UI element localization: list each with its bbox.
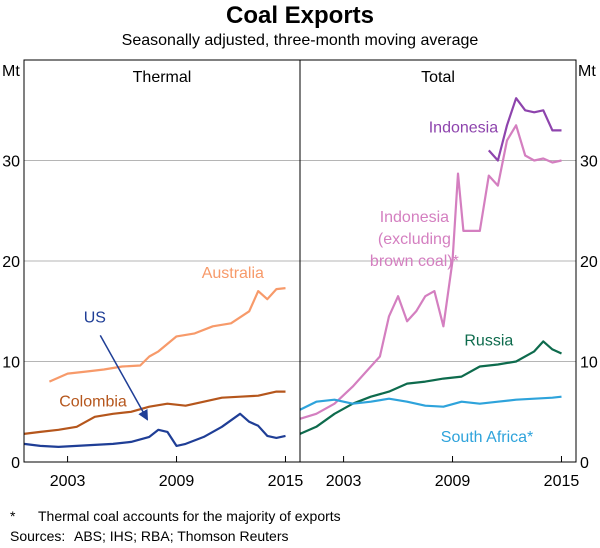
panel-title-total: Total: [421, 69, 455, 86]
chart-subtitle: Seasonally adjusted, three-month moving …: [121, 32, 479, 49]
series-line-colombia: [23, 390, 286, 435]
y-tick-label-right: 0: [580, 455, 589, 472]
footnote-marker: *: [10, 508, 16, 524]
x-tick-label: 2009: [435, 473, 471, 490]
y-tick-label-left: 20: [2, 254, 20, 271]
series-line-us: [23, 412, 286, 448]
series-label-colombia: Colombia: [59, 394, 127, 411]
y-tick-label-right: 30: [580, 154, 598, 171]
y-unit-left: Mt: [2, 63, 20, 80]
x-tick-label: 2003: [50, 473, 86, 490]
y-tick-label-left: 0: [11, 455, 20, 472]
x-tick-label: 2015: [268, 473, 304, 490]
series-label-australia: Australia: [202, 265, 264, 282]
series-line-indonesia_excl: [299, 124, 562, 420]
series-label-us: US: [84, 309, 106, 326]
series-label-indonesia: Indonesia: [429, 119, 498, 136]
series-line-australia: [48, 287, 286, 383]
x-tick-label: 2009: [159, 473, 195, 490]
chart-title: Coal Exports: [225, 2, 375, 29]
panel-title-thermal: Thermal: [133, 69, 192, 86]
y-tick-label-left: 30: [2, 154, 20, 171]
series-line-south_africa: [299, 395, 562, 411]
y-tick-label-right: 20: [580, 254, 598, 271]
series-label-south_africa: South Africa*: [441, 429, 534, 446]
series-line-indonesia: [487, 97, 562, 162]
y-tick-label-left: 10: [2, 355, 20, 372]
y-tick-label-right: 10: [580, 355, 598, 372]
footnote: * Thermal coal accounts for the majority …: [10, 508, 341, 524]
series-label-indonesia_excl: Indonesia (excluding brown coal)*: [370, 209, 459, 270]
us-arrow: [99, 335, 149, 421]
sources-note: Sources: ABS; IHS; RBA; Thomson Reuters: [10, 528, 289, 544]
series-line-russia: [299, 340, 562, 435]
series-label-russia: Russia: [464, 332, 513, 349]
x-tick-label: 2015: [544, 473, 580, 490]
sources-label: Sources:: [10, 528, 66, 544]
y-unit-right: Mt: [578, 63, 596, 80]
footnote-text: Thermal coal accounts for the majority o…: [38, 508, 341, 524]
x-tick-label: 2003: [326, 473, 362, 490]
sources-text: ABS; IHS; RBA; Thomson Reuters: [74, 528, 289, 544]
